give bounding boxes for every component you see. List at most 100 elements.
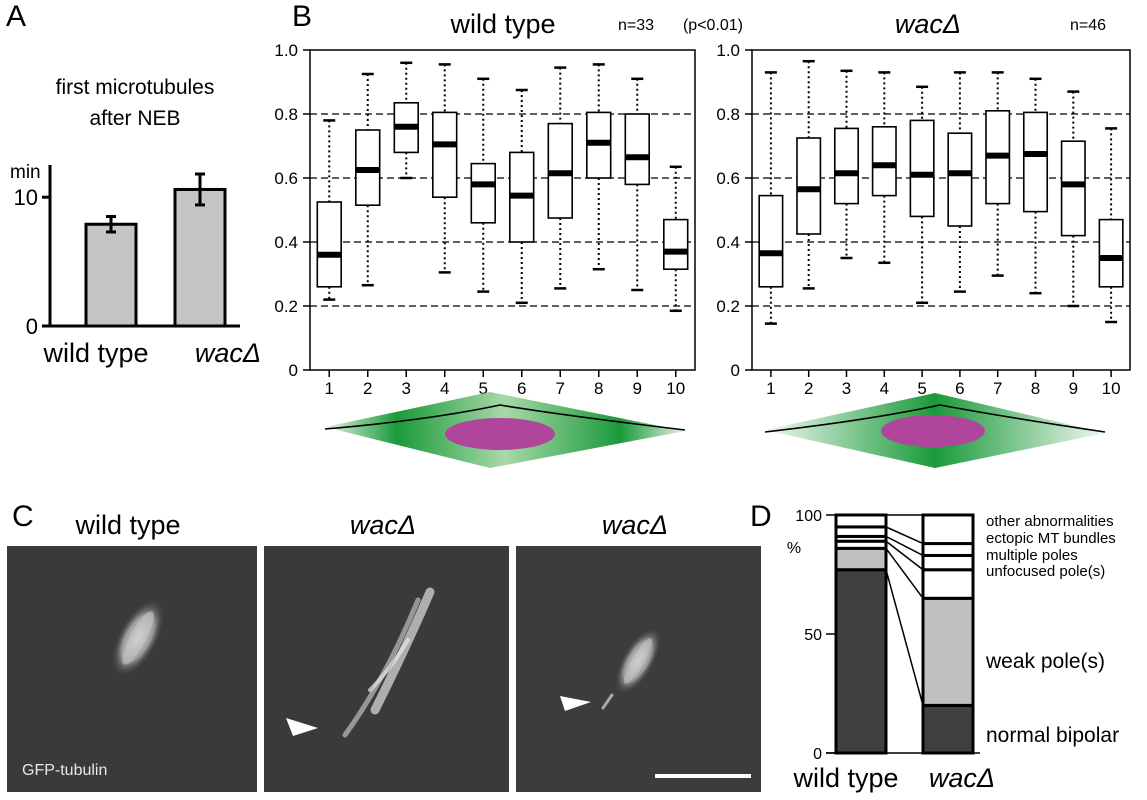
y-tick-label: 0.2 — [274, 297, 298, 316]
micrograph-wac-1 — [264, 546, 509, 792]
box — [1022, 111, 1049, 213]
box — [947, 132, 973, 227]
panel-b-mut-n: n=46 — [1070, 17, 1106, 34]
y-tick-label: 0.6 — [716, 169, 740, 188]
panel-d-unit: % — [787, 540, 801, 557]
x-tick-label: 6 — [517, 379, 526, 398]
box — [758, 194, 784, 288]
x-tick-label: 10 — [666, 379, 685, 398]
connector-line — [885, 526, 924, 545]
connector-line — [885, 547, 924, 599]
panel-b-wild-type-boxplot: 0 0.2 0.4 0.6 0.8 1.0 1 2 3 4 5 6 7 8 9 10 — [274, 41, 696, 398]
x-category-label: wild type — [792, 763, 898, 793]
connector-line — [885, 569, 924, 706]
series-label: unfocused pole(s) — [986, 563, 1105, 580]
micrograph-wild-type: GFP-tubulin — [7, 546, 257, 792]
x-category-label: wacΔ — [929, 763, 995, 793]
arrowhead-marker — [560, 696, 591, 711]
x-tick-label: 3 — [842, 379, 851, 398]
stack-segment — [921, 703, 975, 755]
x-tick-label: 2 — [363, 379, 372, 398]
panel-b-wac-boxplot: 0 0.2 0.4 0.6 0.8 1.0 1 2 3 4 5 6 7 8 9 10 — [716, 41, 1131, 398]
y-tick-label: 1.0 — [716, 41, 740, 60]
box — [624, 113, 650, 186]
x-tick-label: 4 — [440, 379, 449, 398]
panel-a-title-line1: first microtubules — [56, 76, 215, 99]
stack-segment — [834, 513, 888, 529]
y-tick-label: 0 — [26, 314, 38, 339]
y-tick-label: 0 — [731, 361, 740, 380]
x-tick-label: 8 — [1031, 379, 1040, 398]
stack-segment — [834, 568, 888, 755]
stack-segment — [921, 568, 975, 600]
box — [796, 137, 822, 235]
series-label: normal bipolar — [986, 724, 1119, 747]
x-tick-label: 4 — [880, 379, 889, 398]
x-tick-label: 8 — [594, 379, 603, 398]
y-tick-label: 100 — [795, 508, 822, 525]
spindle-diagram-wild-type — [324, 392, 686, 468]
nucleus-shape — [881, 415, 985, 447]
connector-line — [885, 540, 924, 571]
panel-a-unit: min — [10, 162, 41, 183]
y-tick-label: 0.6 — [274, 169, 298, 188]
box — [909, 119, 935, 218]
panel-c-letter: C — [12, 500, 34, 533]
x-tick-label: 9 — [1069, 379, 1078, 398]
x-tick-label: 5 — [917, 379, 926, 398]
x-category-label: wild type — [42, 338, 148, 368]
micrograph-wac-2 — [516, 546, 761, 792]
nucleus-shape — [445, 418, 555, 450]
y-tick-label: 0.8 — [716, 105, 740, 124]
box — [871, 126, 897, 197]
x-tick-label: 1 — [766, 379, 775, 398]
stack-segment — [921, 513, 975, 546]
panel-b-p-value: (p<0.01) — [683, 17, 743, 34]
stack-segment — [921, 542, 975, 557]
panel-a-letter: A — [6, 0, 26, 33]
panel-d-chart: 0 50 100 normal bipolar weak pole(s) unfocuse… — [792, 508, 1119, 793]
x-tick-label: 7 — [556, 379, 565, 398]
plot-frame — [751, 49, 1131, 371]
panel-a-title-line2: after NEB — [89, 107, 180, 130]
x-tick-label: 10 — [1102, 379, 1121, 398]
bar — [173, 187, 227, 328]
x-tick-label: 2 — [804, 379, 813, 398]
stain-label: GFP-tubulin — [22, 762, 107, 779]
series-label: weak pole(s) — [985, 650, 1105, 673]
x-tick-label: 5 — [479, 379, 488, 398]
stack-segment — [921, 596, 975, 707]
panel-c-title-wac-2: wacΔ — [602, 510, 668, 540]
box — [470, 162, 496, 224]
panel-c-title-wac-1: wacΔ — [350, 510, 416, 540]
y-tick-label: 0.8 — [274, 105, 298, 124]
box — [1098, 218, 1124, 288]
box — [1060, 140, 1086, 237]
y-tick-label: 0.2 — [716, 297, 740, 316]
y-tick-label: 50 — [804, 627, 822, 644]
bar — [84, 222, 138, 328]
panel-b-wt-title: wild type — [449, 9, 555, 39]
series-label: ectopic MT bundles — [986, 530, 1116, 547]
series-label: multiple poles — [986, 547, 1078, 564]
x-tick-label: 6 — [955, 379, 964, 398]
panel-b-mut-title: wacΔ — [895, 9, 961, 39]
box — [663, 218, 689, 271]
y-tick-label: 0 — [289, 361, 298, 380]
box — [432, 111, 458, 199]
x-tick-label: 9 — [633, 379, 642, 398]
panel-b-wt-n: n=33 — [618, 17, 654, 34]
stack-segment — [921, 553, 975, 572]
panel-c-title-wild-type: wild type — [74, 510, 180, 540]
spindle-diagram-wac — [764, 393, 1106, 468]
connector-line — [885, 535, 924, 557]
x-category-label: wacΔ — [195, 338, 261, 368]
box — [316, 201, 342, 288]
panel-b-letter: B — [292, 0, 312, 33]
y-tick-label: 0.4 — [716, 233, 740, 252]
box — [833, 127, 860, 205]
x-tick-label: 7 — [993, 379, 1002, 398]
series-label: other abnormalities — [986, 513, 1114, 530]
x-tick-label: 3 — [402, 379, 411, 398]
